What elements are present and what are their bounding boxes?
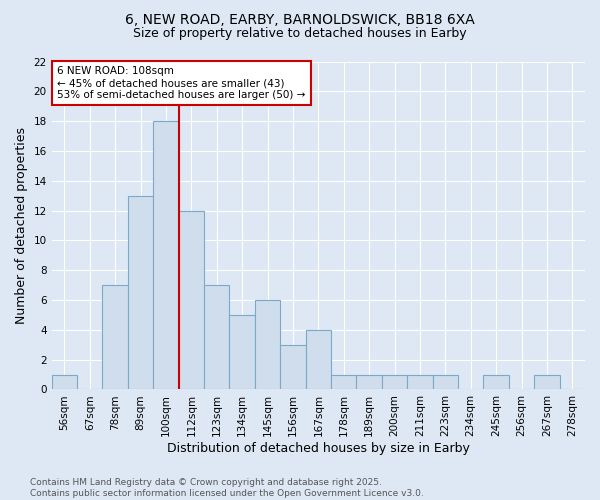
Bar [204, 285, 229, 390]
Bar [534, 374, 560, 390]
Bar [255, 300, 280, 390]
Y-axis label: Number of detached properties: Number of detached properties [15, 127, 28, 324]
Bar [356, 374, 382, 390]
Bar [153, 121, 179, 390]
Text: Size of property relative to detached houses in Earby: Size of property relative to detached ho… [133, 28, 467, 40]
Text: Contains HM Land Registry data © Crown copyright and database right 2025.
Contai: Contains HM Land Registry data © Crown c… [30, 478, 424, 498]
X-axis label: Distribution of detached houses by size in Earby: Distribution of detached houses by size … [167, 442, 470, 455]
Bar [103, 285, 128, 390]
Bar [331, 374, 356, 390]
Bar [280, 344, 305, 390]
Bar [407, 374, 433, 390]
Bar [484, 374, 509, 390]
Text: 6, NEW ROAD, EARBY, BARNOLDSWICK, BB18 6XA: 6, NEW ROAD, EARBY, BARNOLDSWICK, BB18 6… [125, 12, 475, 26]
Bar [179, 210, 204, 390]
Bar [382, 374, 407, 390]
Bar [229, 315, 255, 390]
Bar [128, 196, 153, 390]
Bar [433, 374, 458, 390]
Bar [52, 374, 77, 390]
Text: 6 NEW ROAD: 108sqm
← 45% of detached houses are smaller (43)
53% of semi-detache: 6 NEW ROAD: 108sqm ← 45% of detached hou… [57, 66, 305, 100]
Bar [305, 330, 331, 390]
